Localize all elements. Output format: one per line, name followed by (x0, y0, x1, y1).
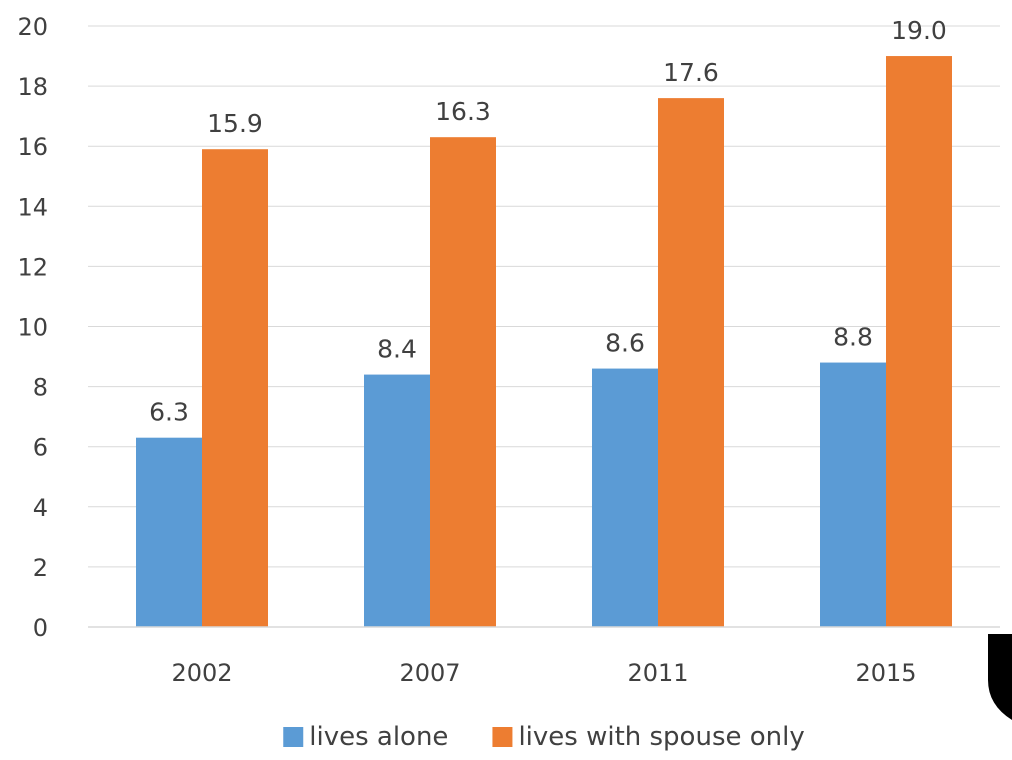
bar-lives-with-spouse-only-2007 (430, 137, 496, 627)
y-tick-label: 14 (17, 193, 48, 221)
bar-lives-with-spouse-only-2011 (658, 98, 724, 628)
x-tick-label: 2011 (627, 659, 688, 687)
data-label: 16.3 (435, 97, 491, 126)
y-tick-label: 4 (33, 494, 48, 522)
y-tick-label: 0 (33, 614, 48, 642)
legend-item: lives alone (283, 722, 448, 752)
decorative-black-shape (988, 634, 1012, 720)
bar-lives-alone-2011 (592, 368, 658, 627)
legend-swatch (492, 727, 513, 747)
legend-label: lives with spouse only (518, 722, 804, 752)
legend-item: lives with spouse only (492, 722, 805, 752)
y-tick-label: 6 (33, 434, 48, 462)
y-tick-label: 18 (17, 73, 48, 101)
x-tick-label: 2007 (399, 659, 460, 687)
data-labels: 6.3 15.9 8.4 16.3 8.6 17.6 8.8 19.0 (149, 16, 947, 427)
bars (136, 56, 952, 628)
legend-swatch (283, 727, 304, 747)
legend: lives alone lives with spouse only (283, 722, 805, 752)
data-label: 8.6 (605, 329, 645, 358)
y-axis-tick-labels: 0 2 4 6 8 10 12 14 16 18 20 (17, 13, 48, 642)
y-tick-label: 10 (17, 314, 48, 342)
bar-lives-alone-2015 (820, 362, 886, 627)
x-tick-label: 2015 (855, 659, 916, 687)
bar-lives-alone-2007 (364, 374, 430, 627)
y-tick-label: 12 (17, 253, 48, 281)
data-label: 15.9 (207, 109, 263, 138)
bar-lives-with-spouse-only-2015 (886, 56, 952, 628)
bar-lives-with-spouse-only-2002 (202, 149, 268, 627)
data-label: 17.6 (663, 58, 719, 87)
x-axis-tick-labels: 2002 2007 2011 2015 (171, 659, 916, 687)
y-tick-label: 16 (17, 133, 48, 161)
bar-lives-alone-2002 (136, 437, 202, 627)
y-tick-label: 2 (33, 554, 48, 582)
data-label: 8.4 (377, 335, 417, 364)
y-tick-label: 20 (17, 13, 48, 41)
y-tick-label: 8 (33, 374, 48, 402)
legend-label: lives alone (309, 722, 448, 752)
data-label: 6.3 (149, 398, 189, 427)
data-label: 19.0 (891, 16, 947, 45)
data-label: 8.8 (833, 323, 873, 352)
x-tick-label: 2002 (171, 659, 232, 687)
